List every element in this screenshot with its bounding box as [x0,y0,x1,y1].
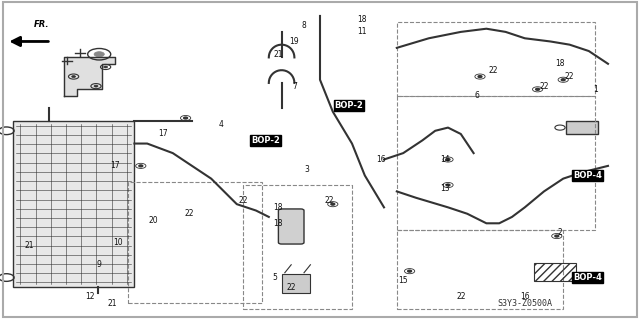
Text: 22: 22 [565,72,574,81]
Text: 3: 3 [305,165,310,174]
Text: S3Y3-Z0500A: S3Y3-Z0500A [497,299,552,308]
Circle shape [561,79,565,81]
Text: 21: 21 [108,299,116,308]
Text: 11: 11 [357,27,366,36]
Text: 22: 22 [184,209,193,218]
Text: 12: 12 [85,292,94,301]
Text: 17: 17 [158,130,168,138]
Text: 14: 14 [440,155,450,164]
Text: 13: 13 [440,184,450,193]
Text: 22: 22 [239,197,248,205]
Bar [534,263,576,281]
Text: 18: 18 [274,203,283,212]
Text: 9: 9 [97,260,102,269]
Text: BOP-2: BOP-2 [251,136,280,145]
Text: 1: 1 [593,85,598,94]
Bar [282,274,310,293]
Circle shape [446,159,450,160]
Text: 16: 16 [376,155,386,164]
Text: 17: 17 [110,161,120,170]
Bar [13,121,134,287]
Text: 5: 5 [273,273,278,282]
Text: BOP-4: BOP-4 [573,171,602,180]
Text: 18: 18 [357,15,366,24]
Text: 22: 22 [488,66,497,75]
Bar [397,96,595,230]
Text: FR.: FR. [34,20,49,29]
Text: 18: 18 [556,59,564,68]
Circle shape [184,117,188,119]
Text: 22: 22 [287,283,296,292]
Text: BOP-2: BOP-2 [334,101,364,110]
Circle shape [408,270,412,272]
Bar [243,185,352,309]
Text: 6: 6 [474,91,479,100]
Text: 19: 19 [289,37,300,46]
Text: 18: 18 [274,219,283,228]
Text: 16: 16 [520,292,530,301]
Text: 8: 8 [301,21,307,30]
Text: 2: 2 [557,228,563,237]
Text: 4: 4 [218,120,223,129]
Text: 21: 21 [24,241,33,250]
Circle shape [478,76,482,78]
Circle shape [104,66,108,68]
Circle shape [94,85,98,87]
Circle shape [555,235,559,237]
Text: 15: 15 [398,276,408,285]
Circle shape [536,88,540,90]
Text: BOP-4: BOP-4 [573,273,602,282]
Text: 10: 10 [113,238,124,247]
Circle shape [94,52,104,57]
Text: 7: 7 [292,82,297,91]
Circle shape [139,165,143,167]
Text: 21: 21 [274,50,283,59]
Polygon shape [64,57,115,96]
Text: 22: 22 [456,292,465,301]
Bar [397,230,563,309]
Text: 22: 22 [540,82,548,91]
FancyBboxPatch shape [278,209,304,244]
Bar [128,182,262,303]
Bar [397,22,595,96]
Circle shape [446,184,450,186]
Text: 22: 22 [325,197,334,205]
Circle shape [72,76,76,78]
Bar [566,121,598,134]
Text: 20: 20 [148,216,159,225]
Circle shape [331,203,335,205]
